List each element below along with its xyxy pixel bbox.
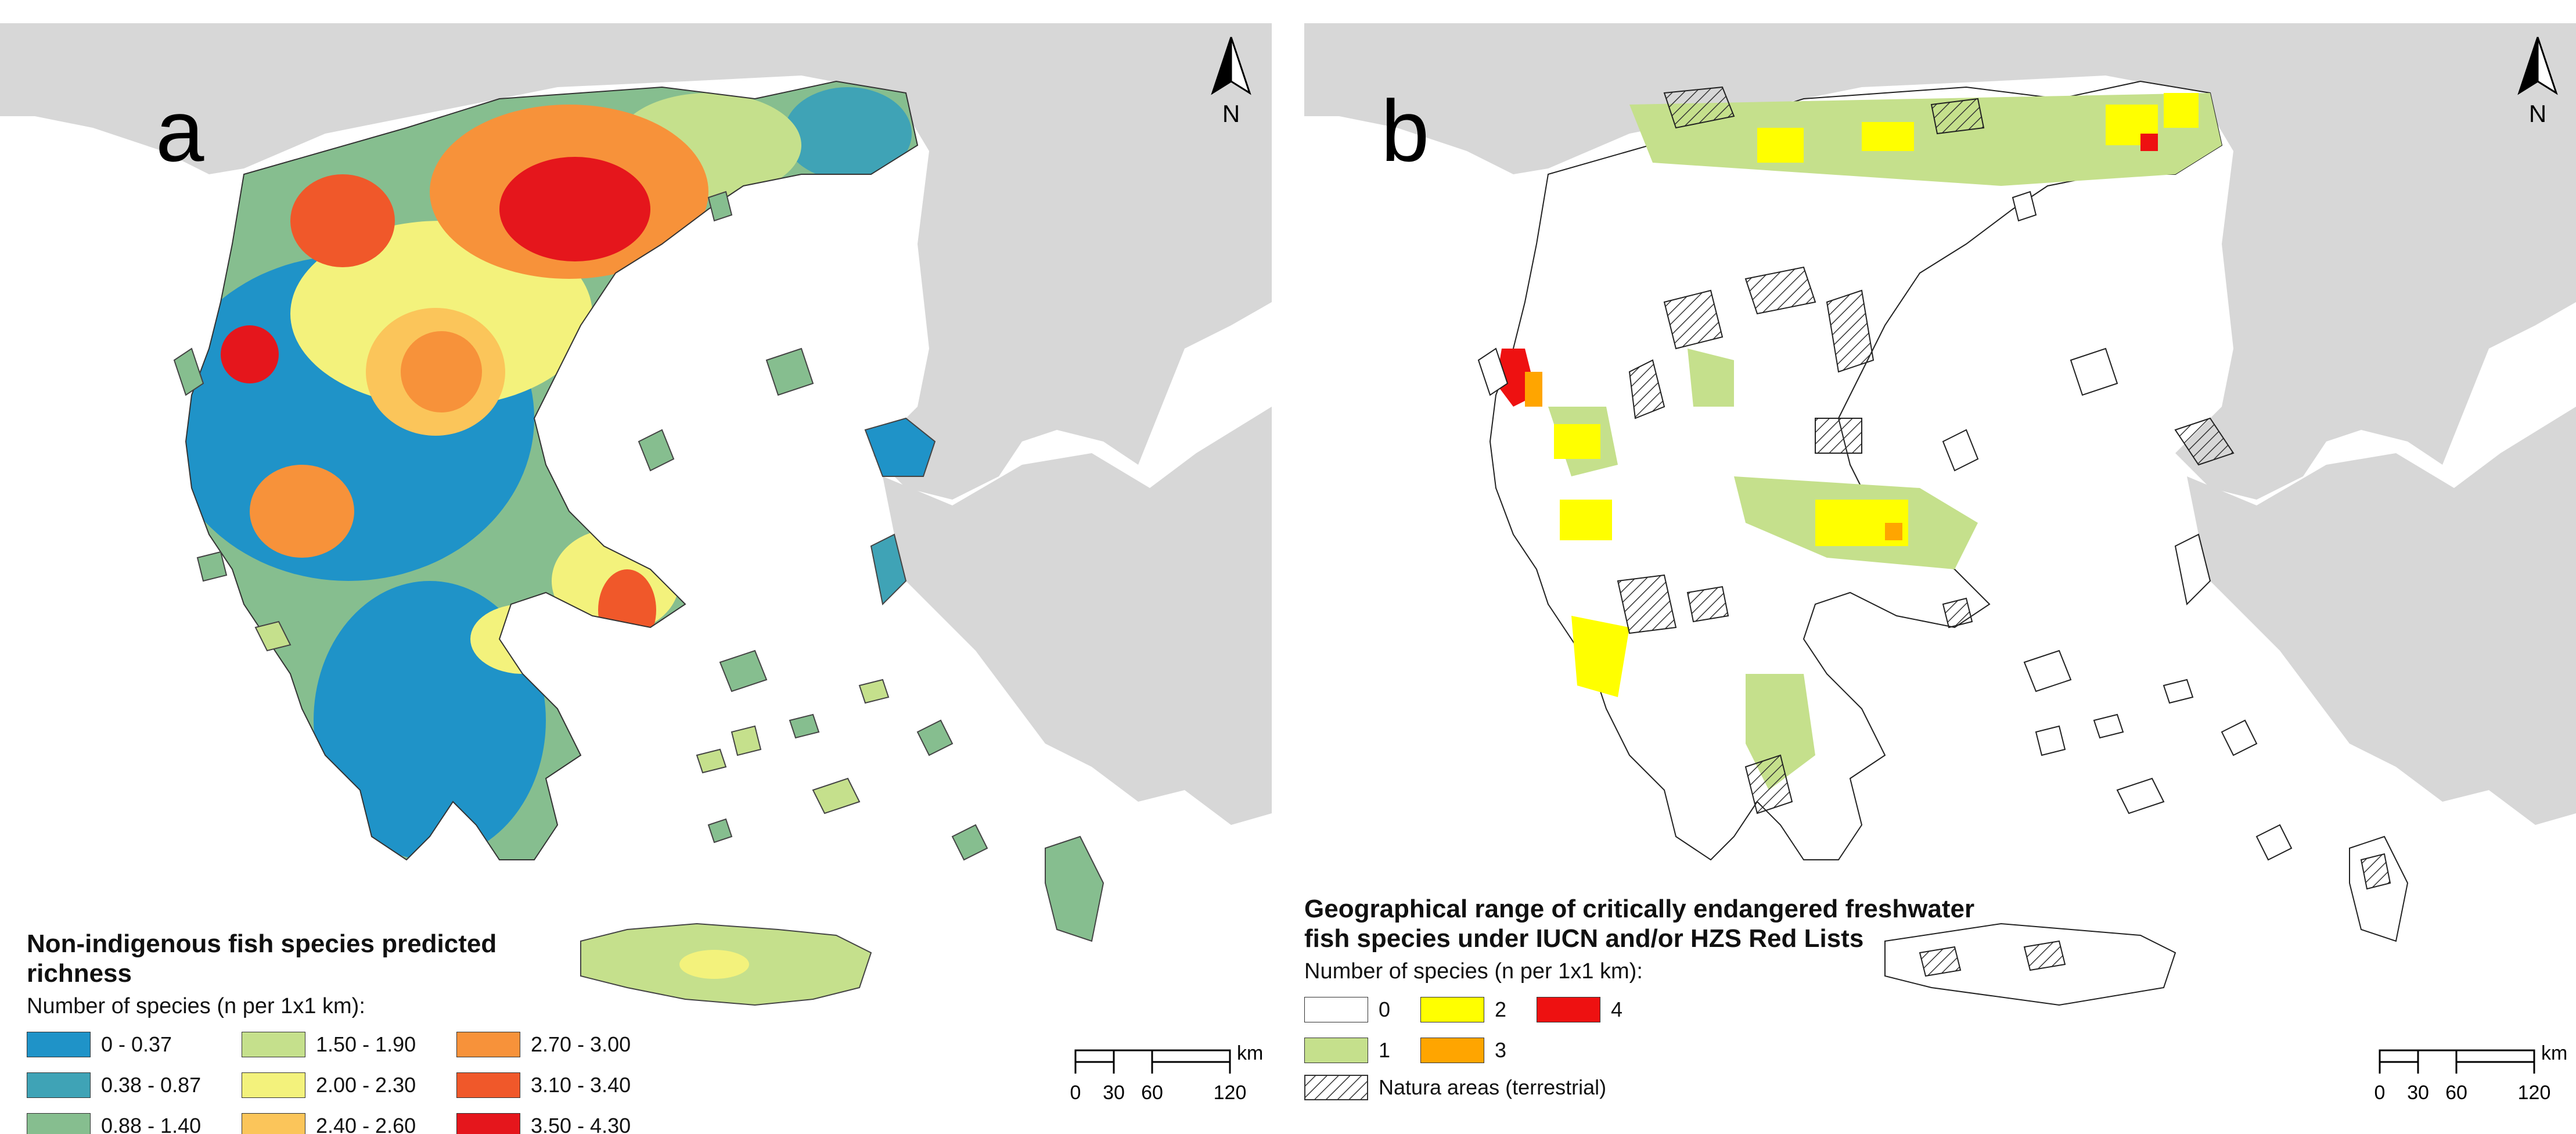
- legend-swatch: [1304, 997, 1368, 1023]
- legend-label: 1.50 - 1.90: [316, 1032, 416, 1057]
- mainland-richness: [186, 81, 918, 860]
- north-arrow-icon: [2517, 37, 2558, 95]
- scale-unit: km: [1237, 1042, 1264, 1064]
- legend-item: 3.10 - 3.40: [456, 1069, 671, 1101]
- legend-label: 0.38 - 0.87: [101, 1073, 202, 1097]
- legend-swatch: [27, 1032, 91, 1058]
- legend-label: 2.40 - 2.60: [316, 1114, 416, 1134]
- legend-items: 0 2 4 1 3: [1304, 993, 2001, 1067]
- scale-bar-graphic: [2379, 1049, 2535, 1074]
- legend-swatch: [1420, 1038, 1484, 1064]
- legend-swatch: [242, 1113, 305, 1134]
- species-range-cells: [1496, 93, 2222, 790]
- legend-label: 0: [1379, 997, 1391, 1022]
- legend-label: 2.00 - 2.30: [316, 1073, 416, 1097]
- legend-label: 2.70 - 3.00: [531, 1032, 631, 1057]
- legend-item: 2: [1420, 993, 1537, 1026]
- scale-tick: 60: [1141, 1082, 1163, 1104]
- neighbour-land: [0, 23, 1272, 825]
- legend-item: 2.00 - 2.30: [242, 1069, 456, 1101]
- islands: [173, 191, 1104, 1006]
- legend-item: 1: [1304, 1034, 1420, 1067]
- hatch-swatch-icon: [1304, 1075, 1368, 1101]
- legend-label: 3: [1495, 1038, 1507, 1063]
- legend-label: 0 - 0.37: [101, 1032, 172, 1057]
- legend-item: 3: [1420, 1034, 1537, 1067]
- legend-item: 0.88 - 1.40: [27, 1110, 242, 1134]
- legend-label: Natura areas (terrestrial): [1379, 1075, 1607, 1100]
- north-label: N: [1222, 100, 1240, 127]
- north-arrow-icon: [1211, 37, 1251, 95]
- legend-swatch: [1420, 997, 1484, 1023]
- legend-swatch: [242, 1032, 305, 1058]
- legend-b: Geographical range of critically endange…: [1304, 895, 2001, 1101]
- legend-swatch: [456, 1072, 520, 1099]
- legend-label: 3.10 - 3.40: [531, 1073, 631, 1097]
- legend-subtitle: Number of species (n per 1x1 km):: [1304, 959, 1643, 984]
- north-label: N: [2528, 100, 2547, 127]
- endangered-range-map: [1304, 23, 2576, 1006]
- legend-label: 3.50 - 4.30: [531, 1114, 631, 1134]
- legend-item-natura: Natura areas (terrestrial): [1304, 1075, 2001, 1101]
- legend-swatch: [456, 1113, 520, 1134]
- legend-swatch: [1537, 997, 1600, 1023]
- legend-item: 2.70 - 3.00: [456, 1028, 671, 1061]
- legend-item: 0: [1304, 993, 1420, 1026]
- legend-item: 3.50 - 4.30: [456, 1110, 671, 1134]
- neighbour-land: [1304, 23, 2576, 825]
- legend-label: 1: [1379, 1038, 1391, 1063]
- panel-letter-a: a: [156, 82, 204, 180]
- legend-swatch: [1304, 1038, 1368, 1064]
- scale-bar-graphic: [1074, 1049, 1231, 1074]
- legend-a: Non-indigenous fish species predicted ri…: [27, 930, 631, 1134]
- legend-item: 0.38 - 0.87: [27, 1069, 242, 1101]
- north-arrow: N: [2514, 35, 2561, 128]
- legend-items: 0 - 0.37 0.38 - 0.87 0.88 - 1.40 1.50 - …: [27, 1028, 631, 1134]
- scale-tick: 120: [2517, 1082, 2551, 1104]
- islands: [1477, 191, 2293, 861]
- panel-letter-b: b: [1381, 82, 1430, 180]
- legend-swatch: [242, 1072, 305, 1099]
- scale-bar-b: 0 30 60 120 km: [2373, 1042, 2576, 1110]
- scale-tick: 30: [2407, 1082, 2429, 1104]
- scale-tick: 0: [2374, 1082, 2386, 1104]
- legend-item: 4: [1537, 993, 1653, 1026]
- legend-label: 4: [1611, 997, 1623, 1022]
- legend-item: 0 - 0.37: [27, 1028, 242, 1061]
- map-panel-a: a N Non-indigenous fish species predicte…: [0, 0, 1272, 1134]
- north-arrow: N: [1208, 35, 1254, 128]
- scale-tick: 30: [1103, 1082, 1125, 1104]
- scale-tick: 60: [2445, 1082, 2467, 1104]
- scale-bar-a: 0 30 60 120 km: [1068, 1042, 1272, 1110]
- map-panel-b: b N Geographical range of critically end…: [1304, 0, 2576, 1134]
- legend-title-line1: Geographical range of critically endange…: [1304, 895, 1975, 923]
- legend-swatch: [27, 1113, 91, 1134]
- scale-tick: 120: [1213, 1082, 1247, 1104]
- legend-swatch: [456, 1032, 520, 1058]
- legend-item: 2.40 - 2.60: [242, 1110, 456, 1134]
- legend-swatch: [27, 1072, 91, 1099]
- legend-label: 2: [1495, 997, 1507, 1022]
- scale-tick: 0: [1070, 1082, 1081, 1104]
- legend-title: Non-indigenous fish species predicted ri…: [27, 930, 497, 988]
- legend-label: 0.88 - 1.40: [101, 1114, 202, 1134]
- legend-subtitle: Number of species (n per 1x1 km):: [27, 994, 365, 1019]
- legend-title-line2: fish species under IUCN and/or HZS Red L…: [1304, 924, 1864, 953]
- natura-areas: [1617, 86, 2409, 1006]
- legend-item: 1.50 - 1.90: [242, 1028, 456, 1061]
- scale-unit: km: [2541, 1042, 2568, 1064]
- richness-map: [0, 23, 1272, 1006]
